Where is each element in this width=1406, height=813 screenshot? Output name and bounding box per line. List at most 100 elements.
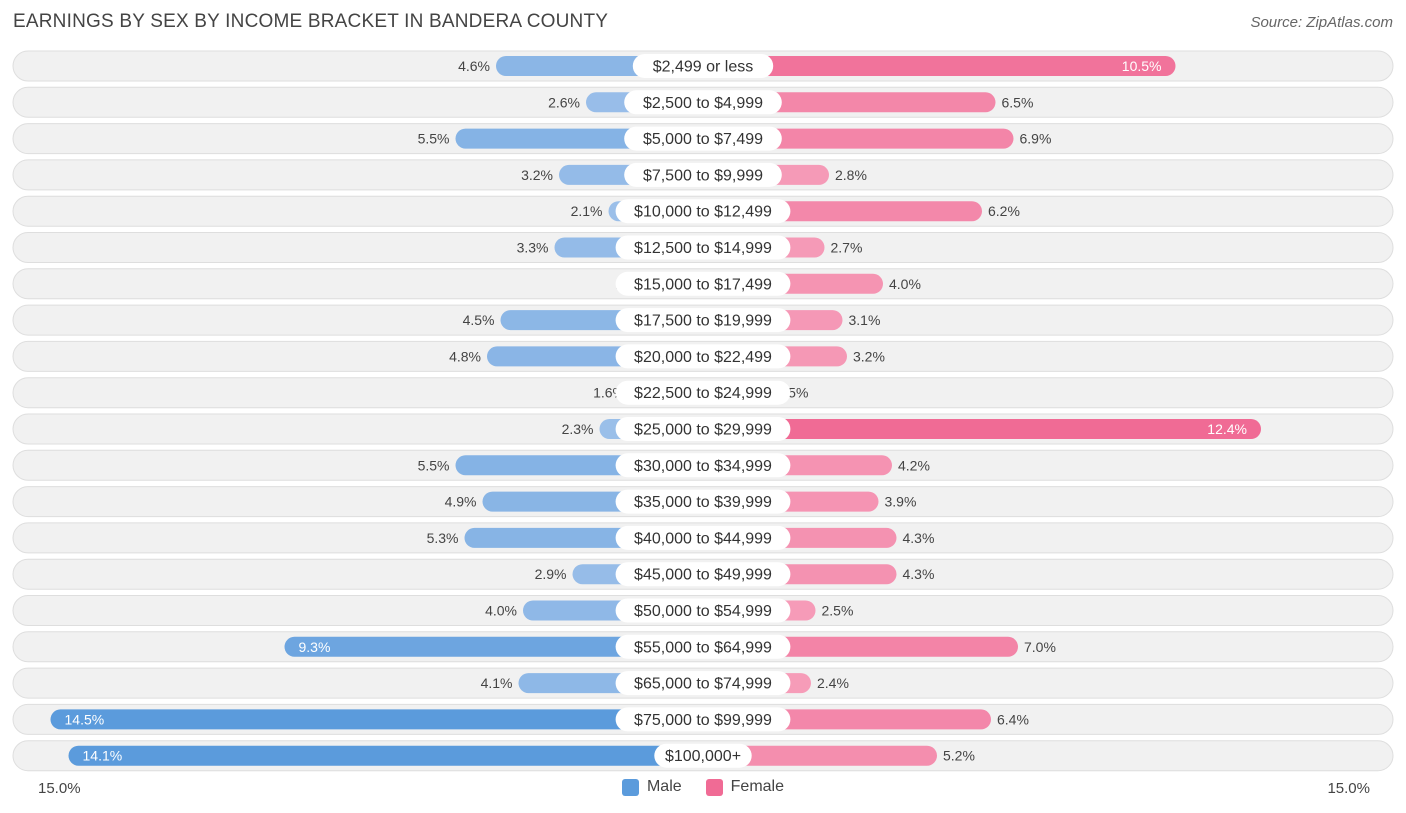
male-value-label: 4.9%	[445, 494, 477, 510]
category-label: $12,500 to $14,999	[634, 240, 772, 257]
category-label-pill	[624, 162, 782, 187]
category-label-pill	[632, 54, 774, 78]
category-label: $10,000 to $12,499	[634, 204, 772, 221]
bar-row: 4.9% 3.9% $35,000 to $39,999	[12, 486, 1394, 518]
chart-title: EARNINGS BY SEX BY INCOME BRACKET IN BAN…	[13, 11, 609, 32]
category-label-pill	[654, 743, 752, 768]
category-label-pill	[615, 525, 791, 550]
legend-item-male: Male	[621, 778, 682, 796]
male-value-label: 2.3%	[562, 421, 594, 437]
category-label: $75,000 to $99,999	[634, 712, 772, 729]
male-value-label: 4.5%	[463, 312, 495, 328]
category-label-pill	[615, 707, 791, 732]
male-value-label: 4.0%	[485, 603, 517, 619]
chart-canvas: 4.6% 10.5% $2,499 or less 2.6% 6.5% $2,500 to…	[12, 50, 1394, 772]
category-label-pill	[615, 489, 791, 514]
male-bar	[284, 636, 703, 657]
category-label: $25,000 to $29,999	[634, 422, 772, 439]
category-label: $15,000 to $17,499	[634, 276, 772, 293]
male-bar	[68, 745, 703, 766]
female-value-label: 6.2%	[988, 203, 1020, 219]
bar-row: 2.3% 12.4% $25,000 to $29,999	[12, 413, 1394, 445]
female-value-label: 7.0%	[1024, 639, 1056, 655]
category-label-pill	[624, 126, 782, 151]
category-label: $7,500 to $9,999	[643, 167, 763, 184]
legend-swatch-male	[621, 778, 639, 796]
category-label: $2,500 to $4,999	[643, 95, 763, 112]
axis-label-left: 15.0%	[38, 780, 81, 797]
category-label: $30,000 to $34,999	[634, 458, 772, 475]
female-value-label: 4.2%	[898, 457, 930, 473]
female-bar	[703, 745, 937, 766]
male-value-label: 3.3%	[517, 240, 549, 256]
bar-row: 2.6% 6.5% $2,500 to $4,999	[12, 86, 1394, 118]
male-value-label: 2.9%	[535, 566, 567, 582]
male-value-label: 9.3%	[299, 639, 331, 655]
male-value-label: 14.5%	[65, 711, 105, 727]
category-label-pill	[615, 344, 791, 369]
bar-row: 2.9% 4.3% $45,000 to $49,999	[12, 558, 1394, 590]
category-label: $35,000 to $39,999	[634, 494, 772, 511]
male-bar	[50, 709, 703, 730]
female-value-label: 2.7%	[831, 240, 863, 256]
category-label-pill	[615, 671, 791, 696]
bar-row: 14.1% 5.2% $100,000+	[12, 740, 1394, 772]
female-value-label: 3.2%	[853, 348, 885, 364]
category-label-pill	[615, 598, 791, 623]
bar-row: 3.3% 2.7% $12,500 to $14,999	[12, 232, 1394, 263]
category-label: $50,000 to $54,999	[634, 603, 772, 620]
female-value-label: 2.8%	[835, 167, 867, 183]
category-label: $55,000 to $64,999	[634, 639, 772, 656]
female-value-label: 12.4%	[1207, 421, 1247, 437]
legend: Male Female	[0, 778, 1406, 796]
category-label-pill	[624, 90, 782, 115]
female-value-label: 2.5%	[822, 603, 854, 619]
male-value-label: 3.2%	[521, 167, 553, 183]
bar-row: 4.0% 2.5% $50,000 to $54,999	[12, 595, 1394, 626]
category-label: $22,500 to $24,999	[634, 385, 772, 402]
female-bar	[703, 56, 1176, 76]
bar-row: 4.1% 2.4% $65,000 to $74,999	[12, 667, 1394, 699]
category-label: $17,500 to $19,999	[634, 313, 772, 330]
female-value-label: 2.4%	[817, 675, 849, 691]
category-label: $20,000 to $22,499	[634, 349, 772, 366]
male-value-label: 4.8%	[449, 348, 481, 364]
category-label-pill	[615, 562, 791, 587]
source-credit: Source: ZipAtlas.com	[1250, 14, 1393, 31]
category-label: $2,499 or less	[653, 59, 754, 76]
category-label-pill	[615, 380, 791, 405]
category-label-pill	[615, 271, 791, 296]
female-value-label: 6.9%	[1020, 131, 1052, 147]
bar-row: 2.1% 6.2% $10,000 to $12,499	[12, 195, 1394, 227]
male-value-label: 5.3%	[427, 530, 459, 546]
female-value-label: 10.5%	[1122, 58, 1162, 74]
category-label-pill	[615, 453, 791, 478]
legend-item-female: Female	[705, 778, 784, 796]
category-label: $5,000 to $7,499	[643, 131, 763, 148]
category-label: $45,000 to $49,999	[634, 567, 772, 584]
category-label-pill	[615, 417, 791, 441]
male-value-label: 5.5%	[418, 457, 450, 473]
bar-row: 4.8% 3.2% $20,000 to $22,499	[12, 340, 1394, 372]
female-value-label: 4.3%	[903, 566, 935, 582]
bar-row: 4.6% 10.5% $2,499 or less	[12, 50, 1394, 82]
category-label-pill	[615, 634, 791, 659]
bar-row: 5.5% 4.2% $30,000 to $34,999	[12, 449, 1394, 481]
female-value-label: 4.0%	[889, 276, 921, 292]
category-label: $65,000 to $74,999	[634, 676, 772, 693]
male-value-label: 5.5%	[418, 131, 450, 147]
female-value-label: 3.1%	[849, 312, 881, 328]
bar-row: 5.3% 4.3% $40,000 to $44,999	[12, 522, 1394, 554]
bar-row: 4.5% 3.1% $17,500 to $19,999	[12, 304, 1394, 336]
category-label: $40,000 to $44,999	[634, 530, 772, 547]
male-value-label: 14.1%	[83, 748, 123, 764]
female-value-label: 4.3%	[903, 530, 935, 546]
category-label-pill	[615, 308, 791, 333]
male-value-label: 4.1%	[481, 675, 513, 691]
female-bar	[703, 419, 1261, 439]
category-label: $100,000+	[665, 748, 741, 765]
female-value-label: 6.5%	[1002, 94, 1034, 110]
legend-label-male: Male	[646, 778, 682, 795]
bar-row: 1.1%4.0%$15,000 to $17,499	[12, 268, 1394, 300]
legend-swatch-female	[705, 778, 723, 796]
